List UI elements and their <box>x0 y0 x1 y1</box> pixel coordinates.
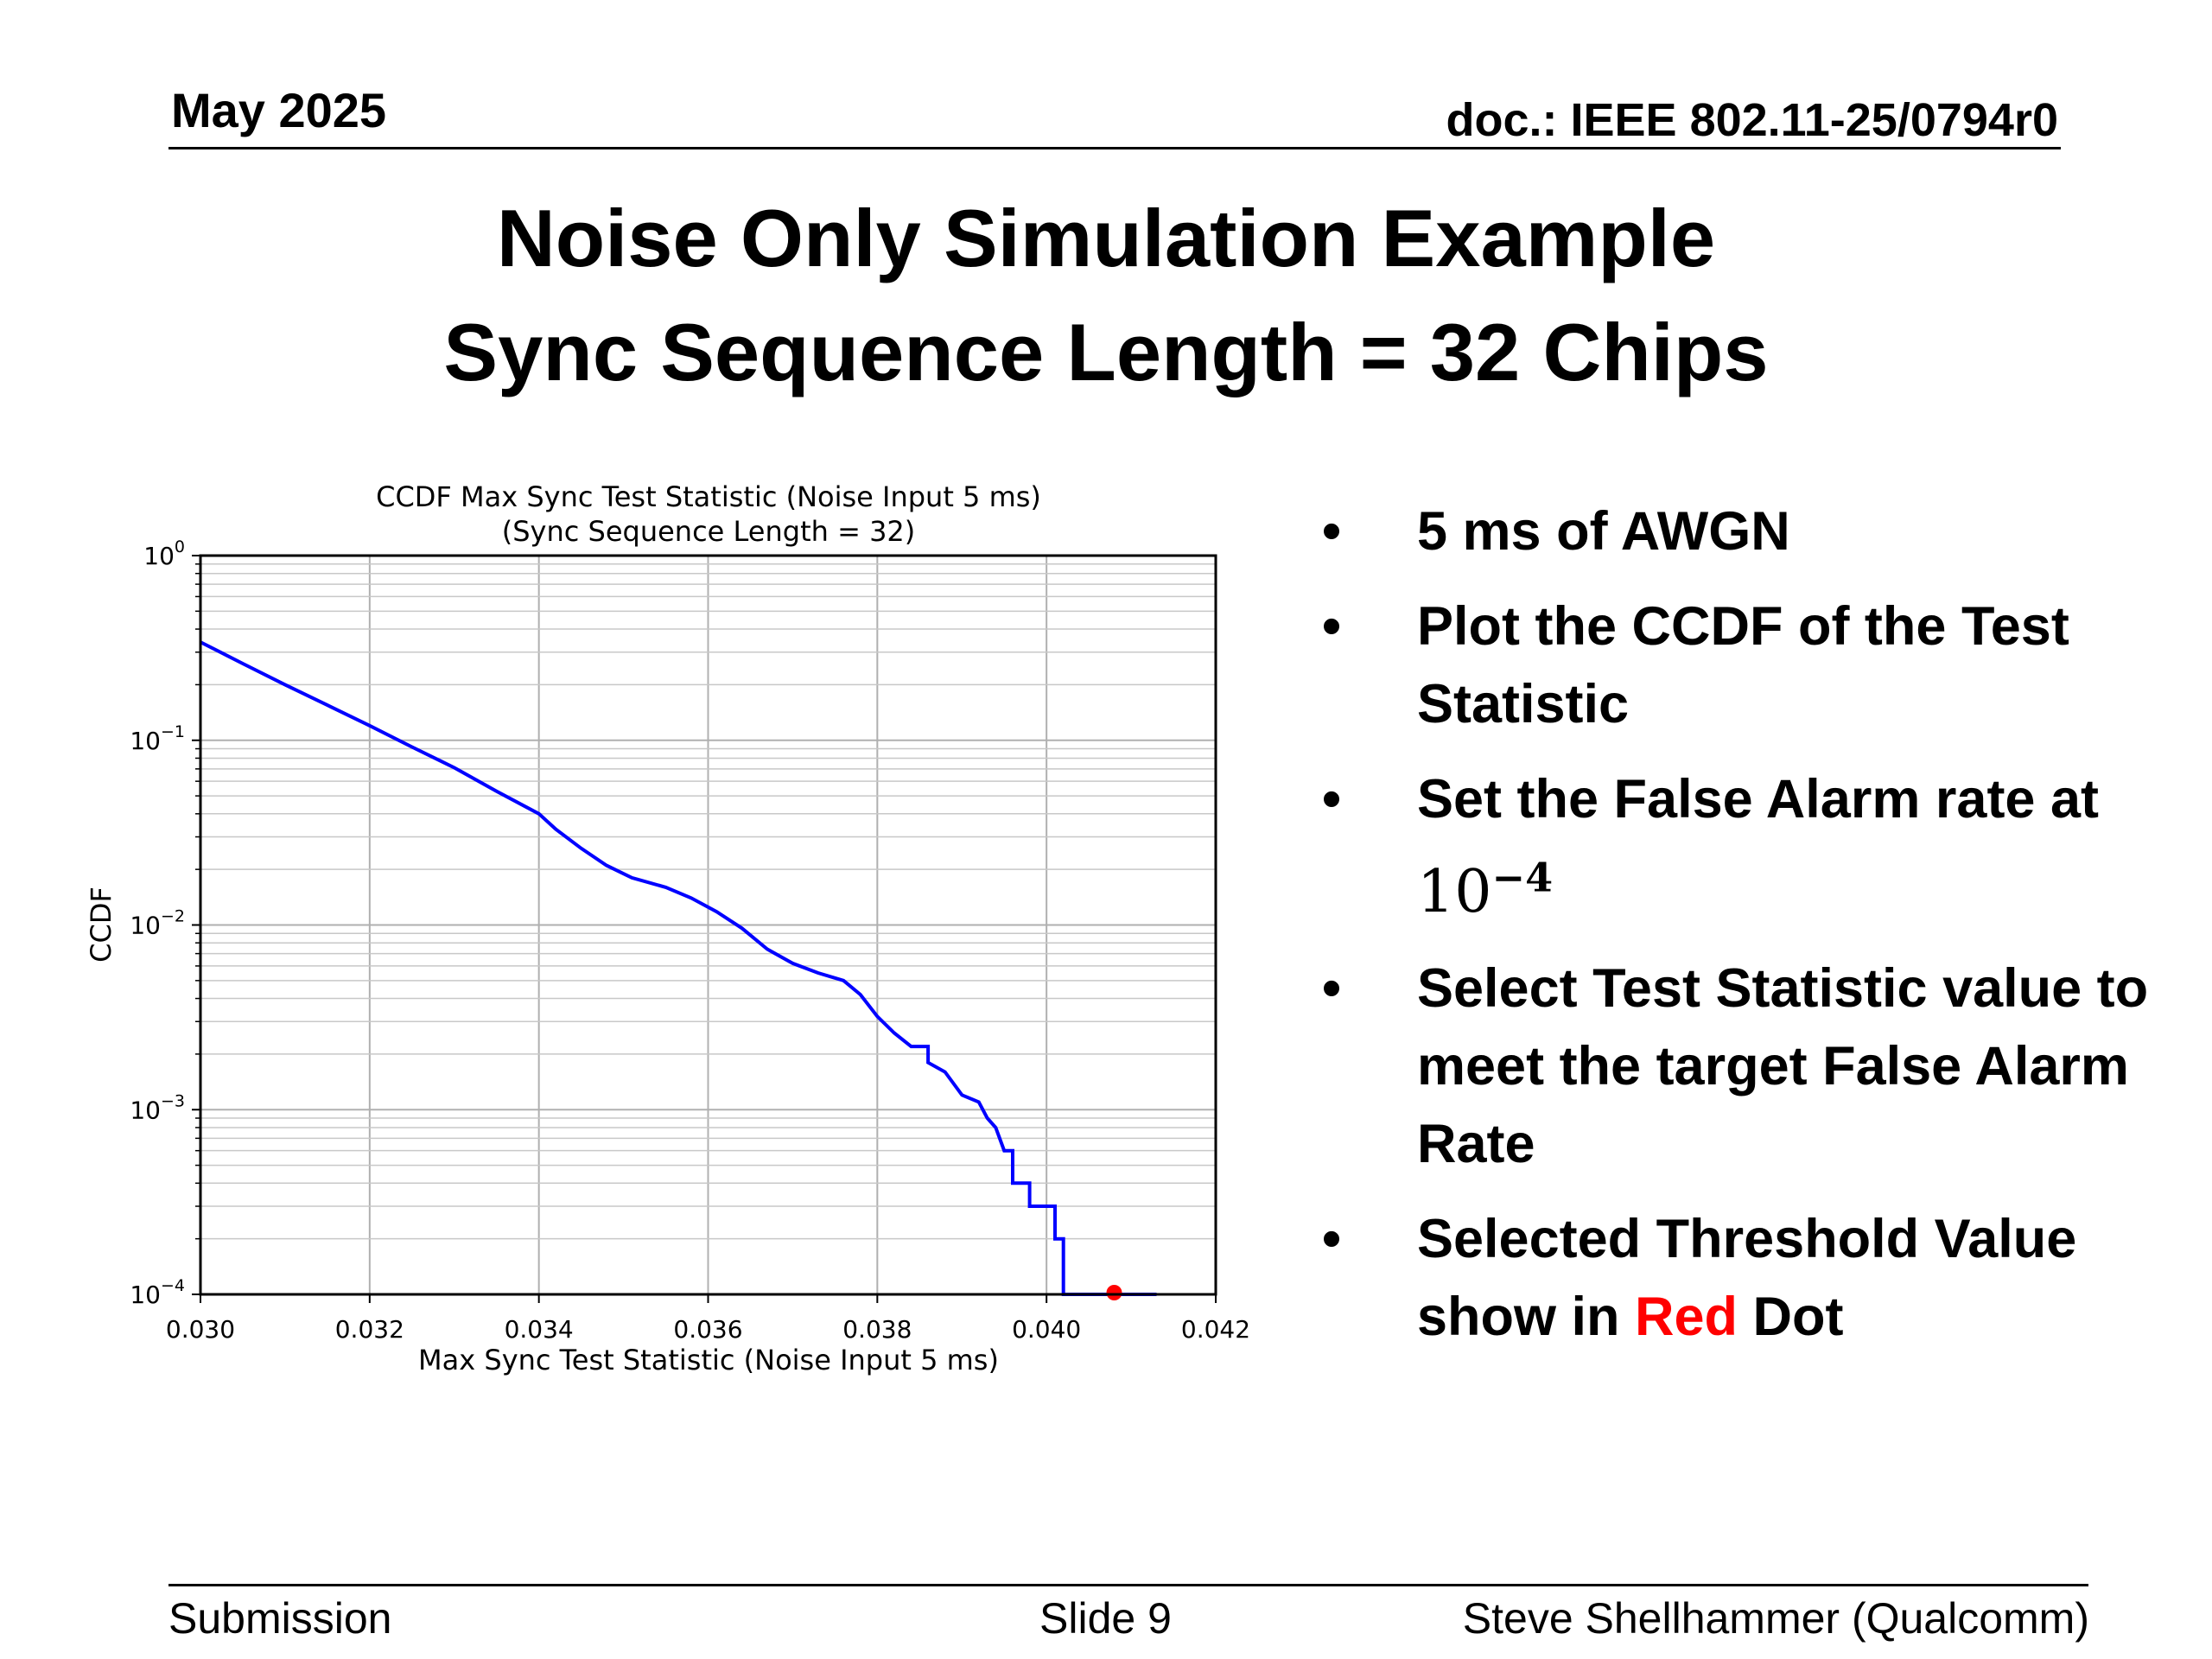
bullet-text-red-word: Red <box>1635 1286 1738 1347</box>
x-tick-label: 0.034 <box>505 1315 574 1344</box>
y-tick-label: 10−3 <box>130 1091 185 1124</box>
x-tick-label: 0.036 <box>673 1315 742 1344</box>
plot-frame <box>199 554 1217 1296</box>
bullet-item: • Select Test Statistic value to meet th… <box>1322 950 2195 1183</box>
bullet-dot-icon: • <box>1322 1208 1342 1269</box>
slide-title-line-1: Noise Only Simulation Example <box>496 193 1716 283</box>
y-axis-ticks: 100 10−1 10−2 10−3 10−4 <box>130 537 200 1309</box>
slide-title-line-2: Sync Sequence Length = 32 Chips <box>443 307 1769 397</box>
chart-grid <box>200 555 1217 1295</box>
footer-author: Steve Shellhammer (Qualcomm) <box>1462 1594 2089 1643</box>
y-axis-label: CCDF <box>85 887 118 963</box>
bullet-text: Plot the CCDF of the Test Statistic <box>1417 596 2069 734</box>
bullet-item: • Plot the CCDF of the Test Statistic <box>1322 588 2195 743</box>
bullet-dot-icon: • <box>1322 957 1342 1019</box>
math-base: 10 <box>1417 857 1492 926</box>
false-alarm-rate-math: 10−4 <box>1417 854 1553 926</box>
ccdf-series-line <box>200 640 1157 1296</box>
footer-rule <box>168 1584 2088 1586</box>
bullet-dot-icon: • <box>1322 769 1342 830</box>
footer-slide-number: Slide 9 <box>1039 1594 1172 1643</box>
bullet-dot-icon: • <box>1322 501 1342 562</box>
bullet-item: • Set the False Alarm rate at 10−4 <box>1322 760 2195 932</box>
bullet-text-post: Dot <box>1738 1286 1844 1347</box>
bullet-item: • Selected Threshold Value show in Red D… <box>1322 1200 2195 1356</box>
header-rule <box>168 147 2061 149</box>
x-axis-ticks: 0.030 0.032 0.034 0.036 0.038 0.040 0.042 <box>166 1294 1250 1344</box>
y-tick-label: 10−1 <box>130 722 185 755</box>
x-tick-label: 0.030 <box>166 1315 235 1344</box>
bullet-text-pre: Selected Threshold Value show in <box>1417 1208 2077 1347</box>
y-tick-label: 100 <box>143 537 185 570</box>
x-tick-label: 0.032 <box>335 1315 404 1344</box>
header-doc-number: doc.: IEEE 802.11-25/0794r0 <box>1446 94 2058 146</box>
bullet-text: 5 ms of AWGN <box>1417 501 1790 562</box>
footer-submission: Submission <box>168 1594 392 1643</box>
math-exponent: −4 <box>1491 854 1554 900</box>
y-tick-label: 10−2 <box>130 907 185 940</box>
bullet-item: • 5 ms of AWGN <box>1322 493 2195 570</box>
x-axis-label: Max Sync Test Statistic (Noise Input 5 m… <box>418 1344 999 1376</box>
slide-title: Noise Only Simulation Example Sync Seque… <box>0 181 2212 410</box>
chart-subtitle: (Sync Sequence Length = 32) <box>502 515 916 548</box>
bullet-dot-icon: • <box>1322 596 1342 657</box>
bullet-list: • 5 ms of AWGN • Plot the CCDF of the Te… <box>1322 493 2195 1373</box>
header-date: May 2025 <box>171 83 387 137</box>
bullet-text: Select Test Statistic value to meet the … <box>1417 957 2149 1174</box>
chart-title: CCDF Max Sync Test Statistic (Noise Inpu… <box>376 480 1041 513</box>
y-tick-label: 10−4 <box>130 1276 185 1309</box>
bullet-text: Set the False Alarm rate at <box>1417 769 2099 830</box>
x-tick-label: 0.038 <box>842 1315 912 1344</box>
x-tick-label: 0.040 <box>1012 1315 1081 1344</box>
x-tick-label: 0.042 <box>1181 1315 1250 1344</box>
threshold-red-dot <box>1106 1285 1122 1300</box>
